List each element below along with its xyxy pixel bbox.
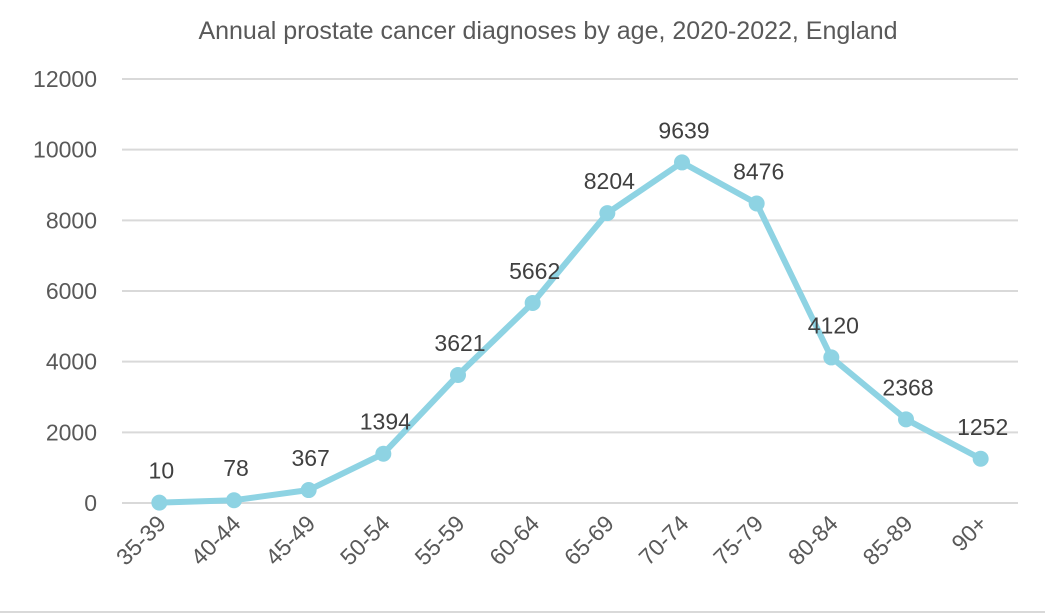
data-label: 367 [291,445,329,471]
data-point [151,494,168,511]
data-label: 8476 [733,159,784,185]
data-label: 2368 [882,374,933,400]
y-tick-label: 4000 [46,349,97,375]
y-tick-label: 6000 [46,278,97,304]
data-label: 5662 [509,258,560,284]
x-tick-label: 50-54 [335,510,395,570]
data-label: 10 [149,458,175,484]
y-tick-label: 2000 [46,419,97,445]
x-tick-label: 85-89 [858,510,918,570]
x-tick-label: 60-64 [484,510,544,570]
data-label: 4120 [808,312,859,338]
series-diagnoses [151,154,989,511]
data-labels: 10 78 367 1394 3621 5662 8204 9639 8476 4120 2368 1… [149,117,1009,483]
x-tick-label: 75-79 [708,510,768,570]
data-point [450,367,466,384]
x-axis-ticks: 35-39 40-44 45-49 50-54 55-59 60-64 65-69 70-74… [111,510,992,570]
x-tick-label: 65-69 [559,510,619,570]
y-tick-label: 8000 [46,207,97,233]
data-label: 1252 [957,414,1008,440]
data-label: 8204 [584,168,635,194]
data-label: 9639 [658,117,709,143]
data-point [748,195,765,212]
y-tick-label: 10000 [33,137,97,163]
data-point [599,205,616,222]
x-tick-label: 80-84 [783,510,843,570]
data-point [898,411,914,428]
data-point [674,154,690,171]
y-tick-label: 0 [84,490,97,516]
data-point [823,349,840,366]
x-tick-label: 40-44 [186,510,246,570]
chart-bottom-border [0,611,1045,613]
series-line [156,159,984,506]
data-point [524,294,541,311]
x-tick-label: 70-74 [634,510,694,570]
gridlines [122,78,1018,504]
data-label: 1394 [360,409,411,435]
y-tick-label: 12000 [33,66,97,92]
data-point [375,445,392,462]
x-tick-label: 90+ [946,510,992,556]
data-point [972,450,989,467]
data-label: 78 [223,455,249,481]
data-label: 3621 [434,330,485,356]
x-tick-label: 35-39 [111,510,171,570]
x-tick-label: 55-59 [410,510,470,570]
y-axis-ticks: 0 2000 4000 6000 8000 10000 12000 [33,66,97,516]
data-point [300,482,317,499]
chart-title: Annual prostate cancer diagnoses by age,… [198,17,897,45]
x-tick-label: 45-49 [260,510,320,570]
data-point [226,492,242,509]
